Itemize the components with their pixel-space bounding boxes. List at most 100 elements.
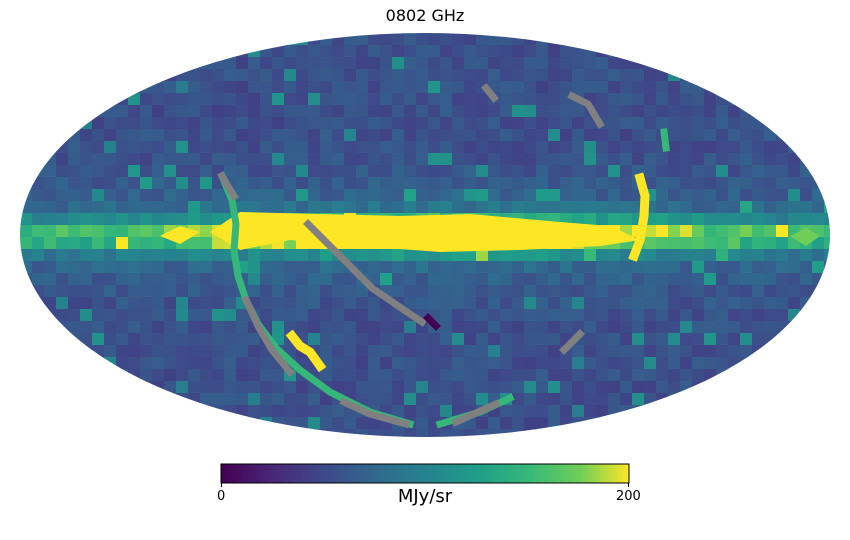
- map-pixel: [404, 57, 417, 70]
- map-pixel: [20, 201, 33, 214]
- map-pixel: [332, 357, 345, 370]
- map-pixel: [620, 273, 633, 286]
- map-pixel: [200, 81, 213, 94]
- map-pixel: [824, 225, 830, 238]
- map-pixel: [524, 189, 537, 202]
- map-pixel: [668, 129, 681, 142]
- map-pixel: [608, 201, 621, 214]
- map-pixel: [464, 177, 477, 190]
- map-pixel: [344, 33, 357, 46]
- map-pixel: [668, 117, 681, 130]
- map-pixel: [764, 201, 777, 214]
- map-pixel: [596, 285, 609, 298]
- map-pixel: [704, 381, 717, 394]
- masked-stripe-northeast: [567, 91, 605, 129]
- map-pixel: [536, 45, 549, 58]
- map-pixel: [128, 369, 141, 382]
- map-pixel: [692, 321, 705, 334]
- map-pixel: [152, 285, 165, 298]
- map-pixel: [104, 177, 117, 190]
- map-pixel: [680, 261, 693, 274]
- map-pixel: [200, 333, 213, 346]
- map-pixel: [704, 189, 717, 202]
- map-pixel: [116, 333, 129, 346]
- map-pixel: [140, 381, 153, 394]
- map-pixel: [608, 57, 621, 70]
- map-pixel: [524, 81, 537, 94]
- map-pixel: [440, 249, 453, 262]
- map-pixel: [212, 309, 225, 322]
- map-pixel: [452, 153, 465, 166]
- map-pixel: [248, 381, 261, 394]
- map-pixel: [704, 321, 717, 334]
- map-pixel: [320, 393, 333, 406]
- map-pixel: [440, 405, 453, 418]
- map-pixel: [476, 141, 489, 154]
- map-pixel: [704, 237, 717, 250]
- map-pixel: [404, 105, 417, 118]
- map-pixel: [452, 357, 465, 370]
- map-pixel: [164, 393, 177, 406]
- map-pixel: [392, 117, 405, 130]
- map-pixel: [584, 153, 597, 166]
- map-pixel: [308, 429, 321, 437]
- map-pixel: [560, 57, 573, 70]
- map-pixel: [236, 405, 249, 418]
- map-pixel: [152, 357, 165, 370]
- map-pixel: [584, 177, 597, 190]
- map-pixel: [308, 57, 321, 70]
- map-pixel: [248, 57, 261, 70]
- map-pixel: [596, 45, 609, 58]
- map-pixel: [224, 69, 237, 82]
- map-pixel: [716, 273, 729, 286]
- map-pixel: [620, 141, 633, 154]
- map-pixel: [332, 297, 345, 310]
- map-pixel: [548, 369, 561, 382]
- map-pixel: [296, 417, 309, 430]
- map-pixel: [380, 105, 393, 118]
- map-pixel: [476, 249, 489, 262]
- map-pixel: [764, 189, 777, 202]
- map-pixel: [608, 117, 621, 130]
- map-pixel: [20, 249, 33, 262]
- map-pixel: [152, 69, 165, 82]
- map-pixel: [572, 177, 585, 190]
- map-pixel: [632, 381, 645, 394]
- map-pixel: [716, 153, 729, 166]
- map-pixel: [20, 165, 33, 178]
- map-pixel: [380, 189, 393, 202]
- map-pixel: [704, 285, 717, 298]
- map-pixel: [764, 165, 777, 178]
- map-pixel: [272, 129, 285, 142]
- map-pixel: [632, 309, 645, 322]
- map-pixel: [284, 105, 297, 118]
- map-pixel: [692, 165, 705, 178]
- map-pixel: [224, 333, 237, 346]
- map-pixel: [80, 129, 93, 142]
- map-pixel: [92, 285, 105, 298]
- map-pixel: [116, 345, 129, 358]
- map-pixel: [488, 153, 501, 166]
- map-pixel: [104, 333, 117, 346]
- map-pixel: [32, 261, 45, 274]
- map-pixel: [296, 405, 309, 418]
- map-pixel: [152, 333, 165, 346]
- map-pixel: [764, 285, 777, 298]
- map-pixel: [188, 237, 201, 250]
- map-pixel: [500, 189, 513, 202]
- map-pixel: [164, 141, 177, 154]
- map-pixel: [140, 93, 153, 106]
- map-pixel: [188, 345, 201, 358]
- map-pixel: [332, 369, 345, 382]
- map-pixel: [272, 93, 285, 106]
- map-pixel: [428, 177, 441, 190]
- map-pixel: [104, 309, 117, 322]
- map-pixel: [188, 309, 201, 322]
- map-pixel: [548, 405, 561, 418]
- map-pixel: [404, 201, 417, 214]
- map-pixel: [440, 117, 453, 130]
- map-pixel: [764, 117, 777, 130]
- map-pixel: [560, 45, 573, 58]
- map-pixel: [284, 165, 297, 178]
- masked-stripe-diagonal: [303, 219, 427, 327]
